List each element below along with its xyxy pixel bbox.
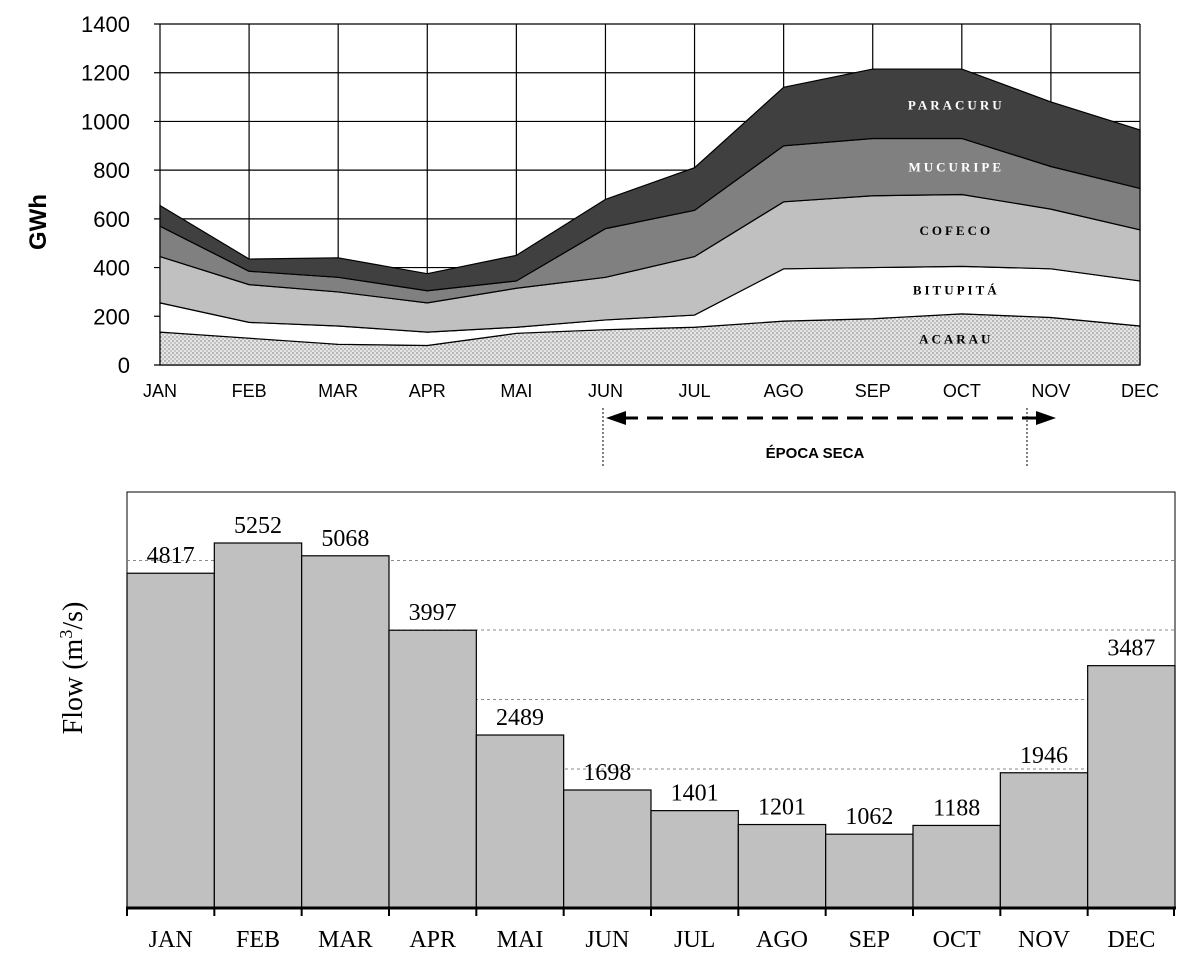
bar-x-tick-label: MAI [497,927,544,953]
bar-sep [825,833,914,909]
area-y-tick-label: 600 [93,207,130,232]
bar-jul [650,810,739,909]
area-y-axis-label: GWh [25,194,52,250]
bar-data-label: 4817 [147,543,195,569]
bar-data-label: 3997 [409,600,457,626]
area-series-label: BITUPITÁ [913,282,1000,297]
area-series-label: PARACURU [908,97,1005,112]
bar-data-label: 1401 [671,781,719,807]
bar-ago [737,823,827,909]
area-x-tick-label: APR [409,381,446,401]
bar-data-label: 1201 [758,795,806,821]
bar-data-label: 1946 [1020,743,1068,769]
area-x-tick-label: JUL [679,381,711,401]
bar-apr [388,629,477,909]
bar-x-tick-label: MAR [318,927,373,953]
dry-season-arrow-right-head [1036,411,1056,425]
area-chart-layers [159,68,1141,366]
bar-dec [1087,665,1176,909]
bar-y-axis-label-end: /s) [58,602,89,630]
area-series-labels: ACARAU BITUPITÁ COFECO MUCURIPE PARACURU [908,97,1005,347]
dry-season-annotation: ÉPOCA SECA [602,408,1056,468]
area-x-tick-label: AGO [764,381,804,401]
bar-x-tick-labels: JAN FEB MAR APR MAI JUN JUL AGO SEP OCT NOV DEC [126,908,1175,953]
bar-x-tick-label: JAN [149,927,193,953]
area-x-tick-label: NOV [1031,381,1070,401]
bar-feb [213,542,303,909]
bar-jan [126,572,215,909]
area-y-tick-label: 0 [118,353,130,378]
area-y-tick-label: 1200 [81,61,130,86]
bar-data-label: 5068 [321,526,369,552]
bar-x-tick-label: JUL [674,927,715,953]
area-series-label: COFECO [919,223,993,238]
bar-y-axis-label: Flow (m3/s) [56,602,89,735]
area-x-tick-label: JAN [143,381,177,401]
bar-x-tick-label: FEB [236,927,280,953]
bar-y-axis-label-main: Flow (m [58,638,89,734]
area-x-tick-label: DEC [1121,381,1159,401]
bar-data-label: 1188 [933,795,980,821]
area-y-tick-label: 200 [93,304,130,329]
bar-mar [301,555,390,909]
flow-bar-chart: 4817 5252 5068 3997 2489 1698 1401 1201 1062 1188… [56,491,1176,953]
bar-x-tick-label: NOV [1018,927,1071,953]
area-layer-paracuru [159,68,1141,292]
bar-x-tick-label: APR [409,927,456,953]
area-y-tick-label: 1000 [81,109,130,134]
area-x-tick-label: JUN [588,381,623,401]
bar-jun [563,789,652,909]
area-x-tick-labels: JAN FEB MAR APR MAI JUN JUL AGO SEP OCT NOV DEC [143,381,1159,401]
bar-x-tick-label: SEP [849,927,890,953]
bar-x-tick-label: JUN [585,927,629,953]
area-series-label: MUCURIPE [909,160,1005,175]
bar-chart-bars [126,542,1176,909]
bar-data-label: 2489 [496,705,544,731]
area-x-tick-label: MAR [318,381,358,401]
bar-x-tick-label: DEC [1107,927,1155,953]
area-y-tick-labels: 0 200 400 600 800 1000 1200 1400 [81,12,130,378]
bar-mai [475,734,565,909]
area-x-tick-label: OCT [943,381,981,401]
area-x-tick-label: FEB [232,381,267,401]
area-series-label: ACARAU [919,332,993,347]
bar-data-label: 1062 [845,804,893,830]
area-x-tick-label: SEP [855,381,891,401]
bar-data-label: 3487 [1107,636,1155,662]
energy-area-chart: ACARAU BITUPITÁ COFECO MUCURIPE PARACURU 0 20… [25,12,1159,468]
bar-data-label: 1698 [583,760,631,786]
bar-oct [912,824,1001,909]
area-y-tick-label: 800 [93,158,130,183]
area-y-tick-label: 400 [93,256,130,281]
dry-season-arrow-left-head [606,411,626,425]
bar-data-label: 5252 [234,513,282,539]
bar-y-axis-label-superscript: 3 [56,630,76,639]
bar-x-tick-label: AGO [756,927,808,953]
area-y-tick-label: 1400 [81,12,130,37]
bar-data-labels: 4817 5252 5068 3997 2489 1698 1401 1201 1062 1188… [147,513,1156,830]
area-x-tick-label: MAI [500,381,532,401]
dry-season-label: ÉPOCA SECA [766,445,865,462]
bar-nov [999,772,1089,909]
bar-x-tick-label: OCT [933,927,981,953]
